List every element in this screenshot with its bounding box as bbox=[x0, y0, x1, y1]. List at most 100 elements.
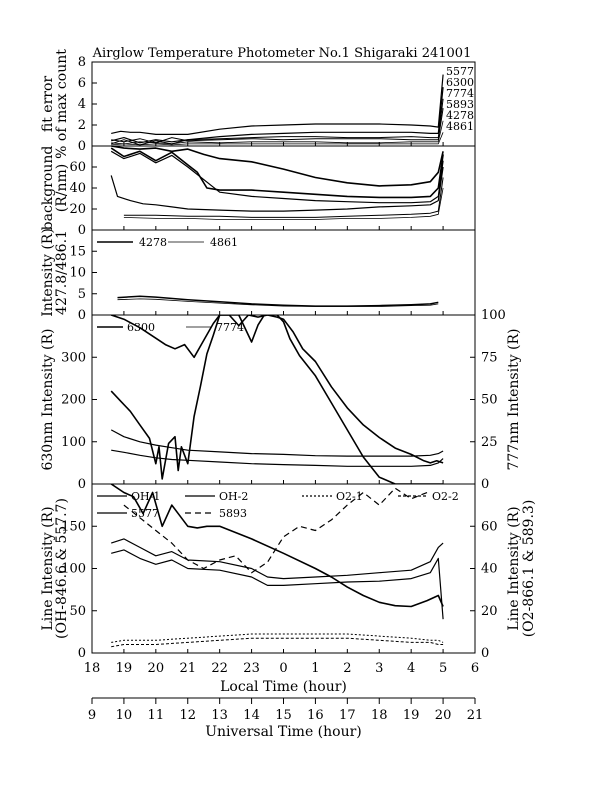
x-universal-tick-label: 20 bbox=[435, 708, 452, 723]
x-local-tick-label: 0 bbox=[279, 661, 287, 676]
y-tick-label: 300 bbox=[61, 350, 86, 365]
series-line-4278 bbox=[111, 120, 444, 145]
legend-label: O2-1 bbox=[336, 490, 363, 503]
series-group bbox=[110, 315, 444, 484]
y-right-tick-label: 50 bbox=[481, 393, 498, 408]
x-local-tick-label: 19 bbox=[116, 661, 133, 676]
panel-fit-error: 0 2 4 6 8 fit error% of max count 557763007774… bbox=[40, 49, 476, 159]
end-label: 5893 bbox=[446, 98, 474, 111]
series-line-4861 bbox=[117, 298, 439, 307]
y-axis-label: Intensity (R) bbox=[40, 228, 56, 317]
series-line-O2-1 bbox=[111, 633, 444, 643]
y-axis-label: background bbox=[40, 146, 56, 231]
x-universal-tick-label: 18 bbox=[371, 708, 388, 723]
x-universal-tick-label: 13 bbox=[211, 708, 228, 723]
series-group bbox=[110, 146, 444, 220]
legend-label: OH-2 bbox=[219, 490, 248, 503]
y-axis-label-left: Line Intensity (R) bbox=[40, 506, 56, 630]
x-universal-tick-label: 15 bbox=[275, 708, 292, 723]
x-local-tick-label: 3 bbox=[375, 661, 383, 676]
y-right-tick-label: 0 bbox=[481, 477, 489, 492]
y-tick-label: 40 bbox=[69, 181, 86, 196]
x-local-tick-label: 2 bbox=[343, 661, 351, 676]
x-universal-tick-label: 16 bbox=[307, 708, 324, 723]
x-universal-tick-label: 9 bbox=[88, 708, 96, 723]
y-axis-label-left: 630nm Intensity (R) bbox=[40, 328, 56, 470]
y-right-tick-label: 75 bbox=[481, 350, 498, 365]
panel-red-lines: 0 100 200 300 0 25 50 75 100 630nm Intensity (R) 7… bbox=[40, 308, 522, 492]
series-line-7774 bbox=[111, 98, 444, 146]
x-local-tick-label: 6 bbox=[471, 661, 479, 676]
y-axis-label: 427.8/486.1 bbox=[54, 230, 70, 315]
legend-label: 4861 bbox=[210, 236, 238, 249]
y-tick-label: 150 bbox=[61, 519, 86, 534]
y-axis-label: (R/nm) bbox=[54, 164, 70, 212]
x-local-tick-label: 18 bbox=[84, 661, 101, 676]
x-local-tick-label: 5 bbox=[439, 661, 447, 676]
x-universal-axis-label: Universal Time (hour) bbox=[205, 724, 362, 740]
y-tick-label: 0 bbox=[78, 308, 86, 323]
y-axis-label: % of max count bbox=[54, 49, 70, 159]
end-label: 6300 bbox=[446, 76, 474, 89]
x-universal-tick-label: 17 bbox=[339, 708, 356, 723]
y-right-tick-label: 100 bbox=[481, 308, 506, 323]
x-local-tick-label: 20 bbox=[148, 661, 165, 676]
y-tick-label: 0 bbox=[78, 223, 86, 238]
legend-label: O2-2 bbox=[432, 490, 459, 503]
end-label: 4278 bbox=[446, 109, 474, 122]
y-tick-label: 100 bbox=[61, 562, 86, 577]
series-line-4861 bbox=[111, 132, 444, 146]
legend-label: 7774 bbox=[216, 321, 244, 334]
series-line-6300 bbox=[110, 315, 444, 464]
series-group bbox=[110, 484, 444, 648]
y-tick-label: 100 bbox=[61, 435, 86, 450]
y-tick-label: 4 bbox=[78, 97, 86, 112]
panel-blue-lines: 0 5 10 15 Intensity (R)427.8/486.1 4278 4861 bbox=[40, 228, 476, 323]
series-line-5893 bbox=[110, 166, 444, 212]
y-tick-label: 0 bbox=[78, 477, 86, 492]
x-local-axis-label: Local Time (hour) bbox=[220, 679, 347, 695]
series-line-6300-c bbox=[111, 449, 444, 467]
x-universal-tick-label: 14 bbox=[243, 708, 260, 723]
end-label: 4861 bbox=[446, 120, 474, 133]
legend-label: 5577 bbox=[131, 507, 159, 520]
y-tick-label: 10 bbox=[69, 266, 86, 281]
y-right-tick-label: 25 bbox=[481, 435, 498, 450]
series-line-5893 bbox=[123, 487, 428, 574]
y-tick-label: 60 bbox=[69, 160, 86, 175]
y-axis-label: fit error bbox=[40, 76, 56, 133]
y-tick-label: 50 bbox=[69, 604, 86, 619]
x-universal-tick-label: 12 bbox=[179, 708, 196, 723]
legend-label: OH-1 bbox=[131, 490, 160, 503]
y-right-tick-label: 60 bbox=[481, 519, 498, 534]
panel-frame bbox=[91, 314, 476, 485]
y-tick-label: 6 bbox=[78, 76, 86, 91]
series-group bbox=[111, 74, 444, 146]
series-line-7774 bbox=[110, 315, 444, 484]
y-tick-label: 8 bbox=[78, 55, 86, 70]
series-line-5577 bbox=[110, 484, 444, 608]
end-label: 5577 bbox=[446, 65, 474, 78]
series-line-7774 bbox=[110, 150, 444, 204]
series-line-OH-2 bbox=[111, 549, 444, 620]
panel-background: 0 20 40 60 background(R/nm) bbox=[40, 145, 476, 238]
y-right-tick-label: 0 bbox=[481, 646, 489, 661]
series-line-6300-b bbox=[110, 429, 444, 457]
x-local-tick-label: 22 bbox=[211, 661, 228, 676]
series-line-4278 bbox=[123, 177, 444, 218]
x-local-tick-label: 23 bbox=[243, 661, 260, 676]
x-local-tick-label: 21 bbox=[179, 661, 196, 676]
series-line-5893 bbox=[111, 108, 444, 144]
series-line-5577 bbox=[111, 74, 444, 135]
legend: 6300 7774 bbox=[97, 321, 244, 334]
y-tick-label: 15 bbox=[69, 244, 86, 259]
y-tick-label: 0 bbox=[78, 646, 86, 661]
y-tick-label: 2 bbox=[78, 118, 86, 133]
y-axis-label-right: 777nm Intensity (R) bbox=[506, 328, 522, 470]
legend: 4278 4861 bbox=[97, 236, 238, 249]
y-axis-label-right: Line Intensity (R) bbox=[506, 506, 522, 630]
x-universal-tick-label: 19 bbox=[403, 708, 420, 723]
